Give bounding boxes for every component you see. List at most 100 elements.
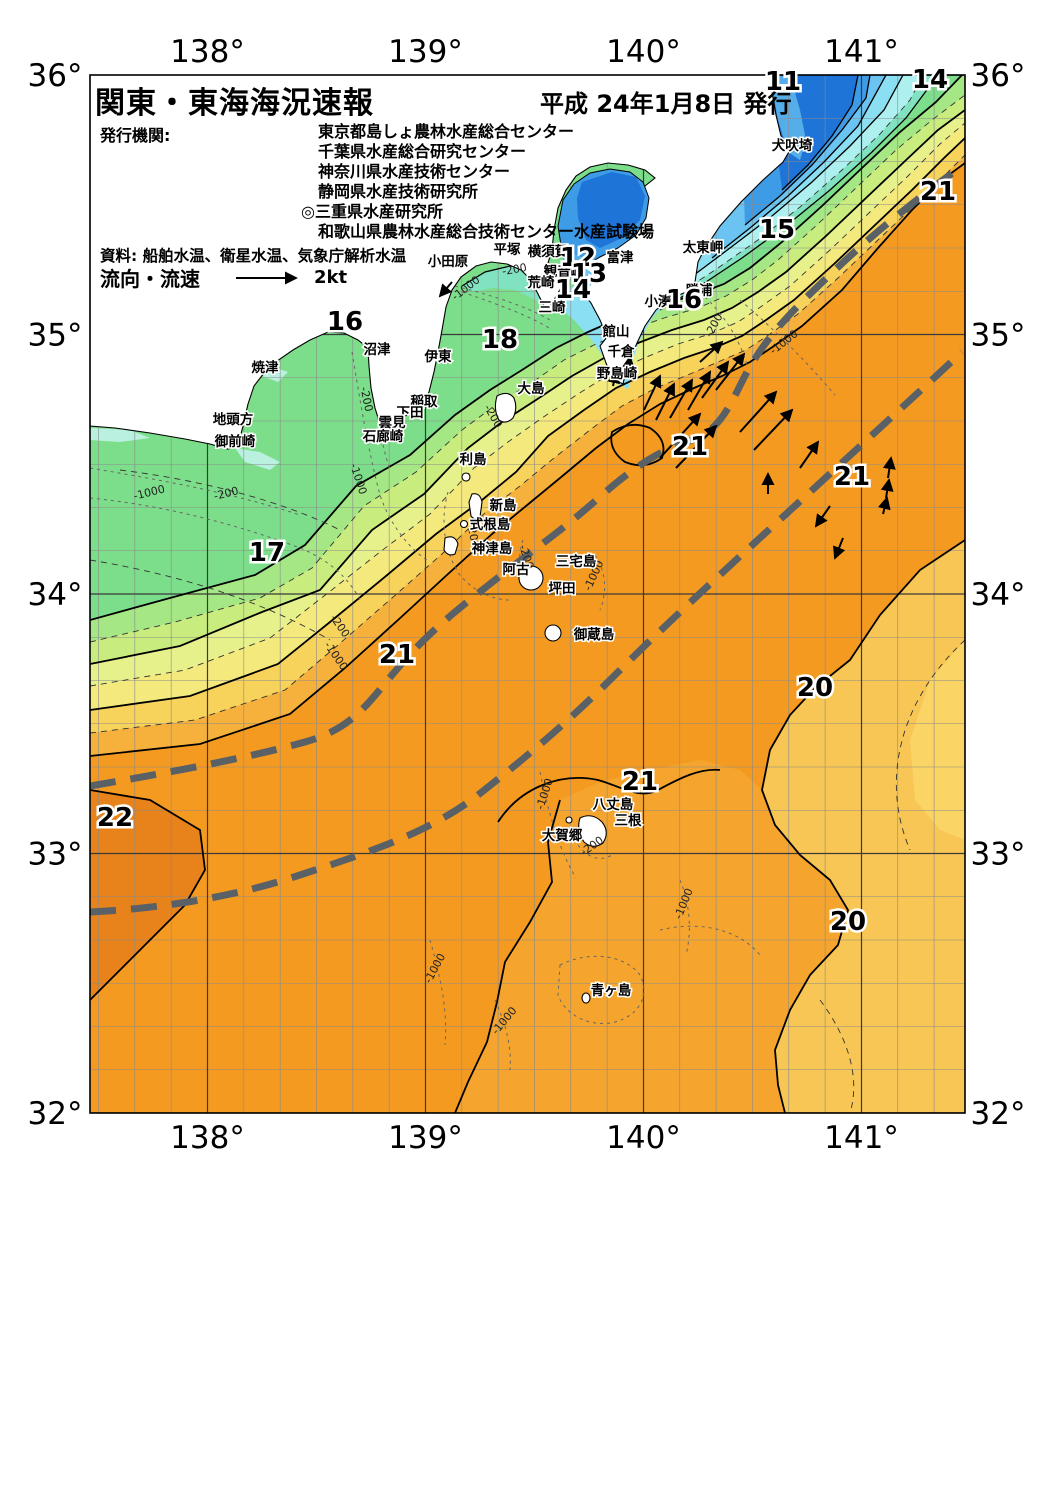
- place-label: 新島: [490, 497, 518, 514]
- sst-label: 20: [797, 673, 833, 703]
- lat-label-right: 33°: [971, 837, 1026, 873]
- lat-label-right: 35°: [971, 318, 1026, 354]
- place-label: 青ヶ島: [591, 982, 632, 999]
- place-label: 小湊: [645, 293, 673, 310]
- org-item: 東京都島しょ農林水産総合センター: [318, 122, 575, 141]
- current-arrow: [882, 456, 896, 479]
- current-arrow: [438, 281, 453, 298]
- current-arrow: [659, 412, 702, 459]
- lat-label-right: 32°: [971, 1096, 1026, 1132]
- place-label: 坪田: [549, 581, 576, 597]
- current-arrow: [880, 478, 894, 499]
- place-label: 式根島: [470, 516, 511, 533]
- place-label: 稲取: [411, 393, 438, 410]
- lat-label-left: 32°: [28, 1096, 83, 1132]
- tokyo-bay-water: [557, 168, 650, 290]
- org-item: 静岡県水産技術研究所: [318, 182, 479, 201]
- current-arrow: [675, 424, 718, 469]
- current-arrow: [739, 390, 778, 433]
- place-label: 館山: [603, 323, 630, 340]
- place-label: 大島: [518, 380, 546, 397]
- current-arrow: [715, 352, 746, 391]
- place-label: 八丈島: [592, 796, 634, 813]
- issue-date: 平成 24年1月8日 発行: [540, 90, 792, 118]
- lon-label-top: 141°: [824, 34, 899, 70]
- org-label: 発行機関:: [100, 126, 171, 145]
- place-label: 三宅島: [556, 553, 597, 570]
- lat-label-right: 36°: [971, 58, 1026, 94]
- map-frame: [89, 74, 966, 1114]
- lat-label-left: 36°: [28, 58, 83, 94]
- current-arrow: [814, 505, 831, 528]
- sst-label: 14: [555, 275, 591, 305]
- sst-label: 17: [249, 538, 285, 568]
- org-item: 千葉県水産総合研究センター: [318, 142, 527, 161]
- flow-legend-speed: 2kt: [314, 267, 348, 288]
- place-label: 犬吠埼: [772, 137, 813, 154]
- graticule-grid: [90, 75, 965, 1113]
- place-label: 雲見: [379, 415, 406, 431]
- lat-label-left: 34°: [28, 577, 83, 613]
- sst-label: 21: [920, 177, 956, 207]
- izu-islands: [443, 392, 607, 1004]
- current-arrow: [699, 340, 724, 363]
- current-arrow: [799, 440, 820, 469]
- data-source-line: 資料: 船舶水温、衛星水温、気象庁解析水温: [100, 247, 407, 265]
- place-label: 伊東: [424, 348, 452, 365]
- lat-label-right: 34°: [971, 577, 1026, 613]
- sst-label: 21: [672, 432, 708, 462]
- place-label: 勝浦: [686, 282, 714, 299]
- current-vector-arrows: [438, 281, 896, 560]
- org-list: 東京都島しょ農林水産総合センター 千葉県水産総合研究センター 神奈川県水産技術センタ…: [301, 122, 655, 242]
- current-arrow: [701, 360, 730, 399]
- lon-label-bottom: 138°: [170, 1120, 245, 1156]
- place-label: 御前崎: [214, 433, 256, 450]
- place-label: 利島: [460, 451, 487, 468]
- depth-label: -200: [212, 484, 239, 503]
- place-label: 沼津: [364, 341, 391, 358]
- lon-label-top: 140°: [606, 34, 681, 70]
- current-arrow: [655, 382, 675, 421]
- current-arrow: [643, 374, 662, 411]
- current-arrow: [607, 370, 621, 387]
- place-label: 大賀郷: [542, 827, 583, 844]
- place-label: 神津島: [472, 540, 513, 557]
- sst-label: 13: [571, 259, 607, 289]
- lon-label-top: 139°: [388, 34, 463, 70]
- place-label: 野島崎: [597, 365, 638, 382]
- flow-legend: 流向・流速 2kt: [100, 263, 347, 292]
- current-arrow: [669, 378, 693, 419]
- depth-label: -200: [357, 386, 375, 413]
- org-item: 神奈川県水産技術センター: [318, 162, 511, 181]
- kuroshio-axis-lines: [90, 163, 965, 916]
- place-label: 横須賀: [528, 243, 569, 260]
- place-label: 千倉: [608, 343, 636, 360]
- sst-label: 15: [759, 215, 795, 245]
- place-label: 太東岬: [683, 239, 724, 256]
- sst-label: 22: [97, 803, 133, 833]
- place-label: 下田: [397, 405, 424, 421]
- sst-label: 21: [379, 640, 415, 670]
- lat-label-left: 35°: [28, 318, 83, 354]
- sst-label: 11: [765, 67, 801, 97]
- flow-legend-label: 流向・流速: [100, 267, 200, 291]
- place-label: 観音崎: [544, 263, 585, 280]
- depth-label: -200: [501, 261, 528, 278]
- current-arrow: [687, 370, 711, 411]
- lat-label-left: 33°: [28, 837, 83, 873]
- place-label: 荒崎: [527, 274, 556, 291]
- axis-labels: 138° 138° 139° 139° 140° 140° 141° 141° 36° 36° 35…: [28, 34, 1026, 1156]
- page-title: 関東・東海海況速報: [95, 86, 374, 121]
- lon-label-top: 138°: [170, 34, 245, 70]
- lon-label-bottom: 139°: [388, 1120, 463, 1156]
- issuing-organizations: 発行機関: 東京都島しょ農林水産総合センター 千葉県水産総合研究センター 神奈川県水…: [100, 122, 654, 242]
- sst-label: 12: [560, 243, 596, 273]
- org-item: 和歌山県農林水産総合技術センター水産試験場: [318, 222, 655, 241]
- place-label: 焼津: [252, 359, 279, 376]
- sst-label: 16: [666, 285, 702, 315]
- place-label: 小田原: [428, 254, 469, 270]
- lon-label-bottom: 140°: [606, 1120, 681, 1156]
